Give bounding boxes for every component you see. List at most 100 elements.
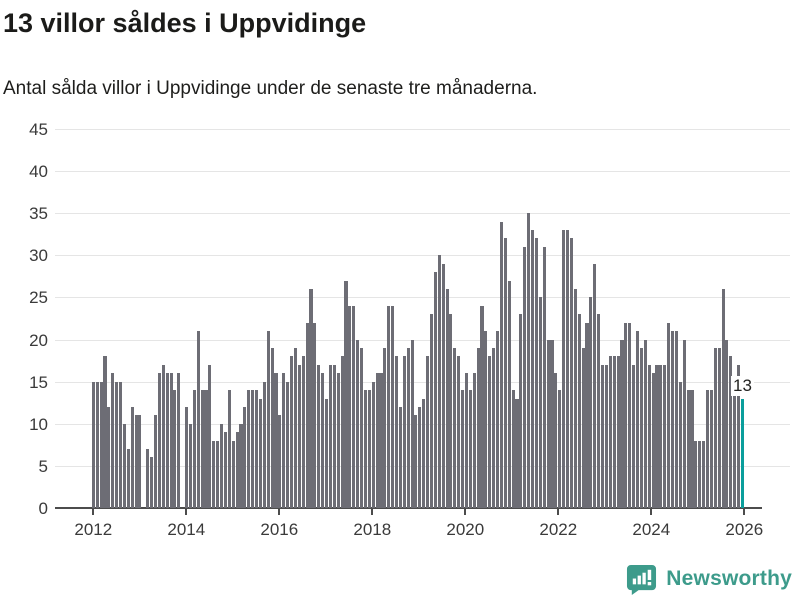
bar [251, 390, 255, 508]
bar [515, 398, 519, 508]
bar [538, 297, 542, 508]
bar [593, 263, 597, 508]
bar [569, 238, 573, 508]
bar [371, 381, 375, 508]
bar [278, 415, 282, 508]
bar [188, 423, 193, 508]
bar [733, 390, 737, 508]
bar [122, 423, 126, 508]
bar [301, 356, 305, 508]
bar [667, 322, 671, 508]
x-axis-label: 2012 [74, 520, 113, 539]
bar [196, 331, 200, 508]
bar [387, 305, 391, 508]
bar [643, 339, 647, 508]
bar [95, 381, 99, 508]
bar [527, 213, 531, 508]
bar [150, 457, 154, 508]
bar [305, 322, 309, 508]
bar [165, 373, 169, 508]
bar [632, 364, 636, 508]
bar [534, 238, 538, 508]
bar [258, 398, 262, 508]
bar [239, 423, 243, 508]
bar [146, 449, 150, 508]
bar [659, 364, 663, 508]
bar [441, 263, 445, 508]
bar [686, 390, 690, 508]
bar [577, 314, 581, 508]
bar [243, 406, 247, 508]
gridline [55, 171, 790, 173]
bar [655, 364, 659, 508]
bar [426, 356, 430, 508]
bar [208, 364, 212, 508]
y-axis-label: 45 [29, 120, 48, 139]
bar [99, 381, 103, 508]
bar [375, 373, 379, 508]
bar [220, 423, 224, 508]
bar [690, 390, 694, 508]
x-axis-label: 2026 [725, 520, 764, 539]
y-axis-label: 5 [38, 456, 48, 476]
bar [173, 390, 177, 508]
bar [313, 322, 317, 508]
bar [418, 406, 422, 508]
bar [616, 356, 620, 508]
bar [589, 297, 593, 508]
bar [200, 390, 204, 508]
bar [379, 373, 383, 508]
x-axis-line [55, 507, 762, 509]
bar [293, 347, 297, 508]
bar [499, 221, 504, 508]
bar [290, 356, 294, 508]
bar [157, 373, 161, 508]
x-axis-tick [371, 508, 374, 515]
chart-subtitle: Antal sålda villor i Uppvidinge under de… [3, 78, 538, 99]
bar [247, 390, 251, 508]
bar [348, 305, 352, 508]
bar [608, 356, 612, 508]
x-axis-label: 2014 [167, 520, 206, 539]
bar [394, 356, 399, 508]
bar [546, 339, 550, 508]
bar [725, 339, 729, 508]
y-axis-label: 35 [29, 204, 48, 224]
x-axis-tick [557, 508, 560, 515]
bar [363, 390, 367, 508]
bar [635, 331, 640, 508]
bar [562, 230, 566, 508]
bar [713, 347, 717, 508]
bar [340, 356, 344, 508]
bar [126, 449, 130, 508]
bar [496, 331, 500, 508]
y-axis-label: 40 [29, 162, 48, 182]
bar [453, 347, 457, 508]
newsworthy-logo[interactable]: Newsworthy [626, 562, 792, 596]
bar-chart: 0 5 10 15 20 25 30 35 40 45 2012 2014 2016 2018 2020 20… [29, 120, 790, 539]
bar [367, 390, 371, 508]
bar [227, 390, 231, 508]
bar [177, 373, 181, 508]
x-axis-tick [92, 508, 95, 515]
bar-chart-speech-bubble-icon [626, 564, 657, 595]
bar [717, 347, 721, 508]
bar [297, 364, 301, 508]
bar [398, 406, 402, 508]
bar [266, 331, 270, 508]
bar [115, 381, 119, 508]
bar [585, 322, 589, 508]
bar [702, 440, 706, 508]
bar [274, 373, 278, 508]
bar [332, 364, 336, 508]
bar [647, 364, 651, 508]
bar [651, 373, 655, 508]
bar [111, 373, 115, 508]
bar [461, 390, 465, 508]
bar [212, 440, 216, 508]
bar [705, 390, 710, 508]
bar [682, 339, 686, 508]
bar [694, 440, 698, 508]
bar [255, 390, 259, 508]
bar [480, 305, 484, 508]
